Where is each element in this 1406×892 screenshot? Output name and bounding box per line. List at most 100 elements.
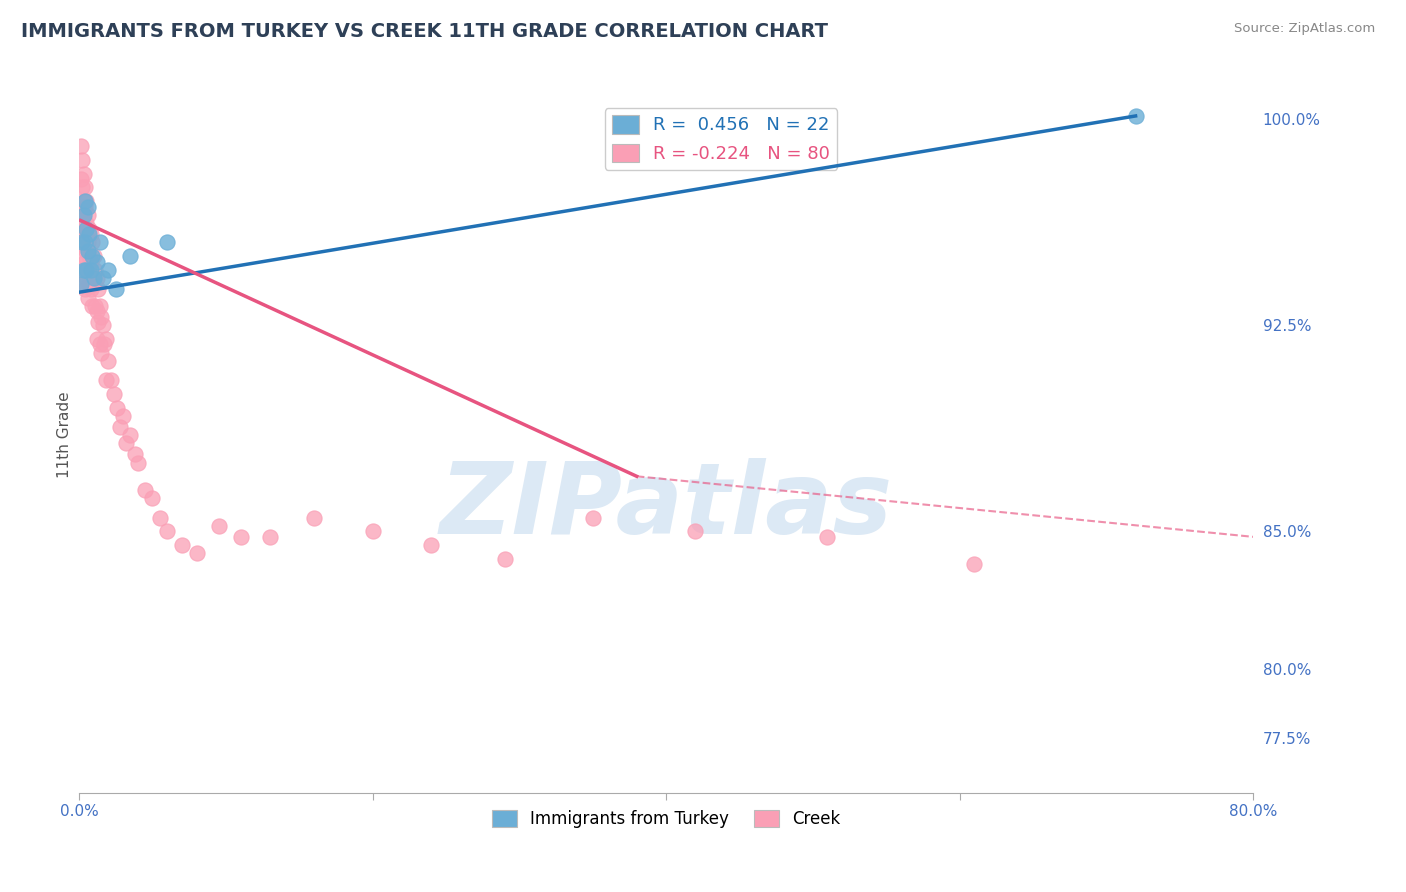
Point [69,139,91,153]
Point [77,200,100,214]
Point [94,332,117,346]
Point [82,299,104,313]
Point [93,337,115,351]
Text: ZIPatlas: ZIPatlas [440,458,893,555]
Point [86,271,108,285]
Point [170,538,193,552]
Point [72,249,94,263]
Point [1125,109,1147,123]
Point [963,558,986,572]
Point [70,180,93,194]
Point [69,227,91,242]
Point [83,271,105,285]
Point [420,538,443,552]
Point [73,282,96,296]
Point [72,167,94,181]
Point [72,277,94,291]
Point [79,221,101,235]
Point [75,244,97,258]
Point [582,510,605,524]
Point [229,530,252,544]
Point [75,271,97,285]
Point [361,524,384,539]
Point [70,235,93,250]
Point [90,345,112,359]
Point [86,254,108,268]
Point [84,299,107,313]
Point [494,551,516,566]
Point [83,277,105,291]
Point [72,221,94,235]
Point [82,271,104,285]
Point [77,235,100,250]
Point [156,235,179,250]
Point [73,227,96,242]
Point [69,277,91,291]
Point [77,291,100,305]
Point [80,263,103,277]
Point [89,299,111,313]
Point [120,428,142,442]
Point [156,524,179,539]
Point [94,373,117,387]
Point [73,254,96,268]
Point [73,200,96,214]
Point [82,249,104,263]
Point [72,194,94,209]
Point [103,386,125,401]
Point [104,282,127,296]
Point [84,263,107,277]
Point [77,244,100,258]
Point [105,401,128,415]
Point [83,249,105,263]
Point [75,221,97,235]
Point [80,254,103,268]
Point [79,249,101,263]
Point [75,216,97,230]
Point [77,263,100,277]
Point [186,546,208,560]
Text: Source: ZipAtlas.com: Source: ZipAtlas.com [1234,22,1375,36]
Point [70,263,93,277]
Point [120,249,142,263]
Point [87,315,110,329]
Point [77,208,100,222]
Point [86,332,108,346]
Text: IMMIGRANTS FROM TURKEY VS CREEK 11TH GRADE CORRELATION CHART: IMMIGRANTS FROM TURKEY VS CREEK 11TH GRA… [21,22,828,41]
Point [97,263,120,277]
Point [80,282,103,296]
Point [70,235,93,250]
Legend: Immigrants from Turkey, Creek: Immigrants from Turkey, Creek [485,803,846,834]
Point [70,208,93,222]
Point [302,510,325,524]
Point [97,353,120,368]
Point [112,409,135,423]
Point [69,205,91,219]
Point [91,271,114,285]
Point [73,194,96,209]
Point [127,456,149,470]
Point [100,373,122,387]
Point [89,337,111,351]
Point [134,483,156,497]
Point [75,263,97,277]
Y-axis label: 11th Grade: 11th Grade [58,392,72,478]
Point [72,263,94,277]
Point [685,524,707,539]
Point [108,419,131,434]
Point [87,282,110,296]
Point [141,491,163,506]
Point [89,235,111,250]
Point [90,310,112,324]
Point [817,530,839,544]
Point [80,227,103,242]
Point [149,510,172,524]
Point [72,208,94,222]
Point [69,172,91,186]
Point [91,318,114,332]
Point [86,304,108,318]
Point [79,227,101,242]
Point [70,153,93,167]
Point [124,447,146,461]
Point [73,235,96,250]
